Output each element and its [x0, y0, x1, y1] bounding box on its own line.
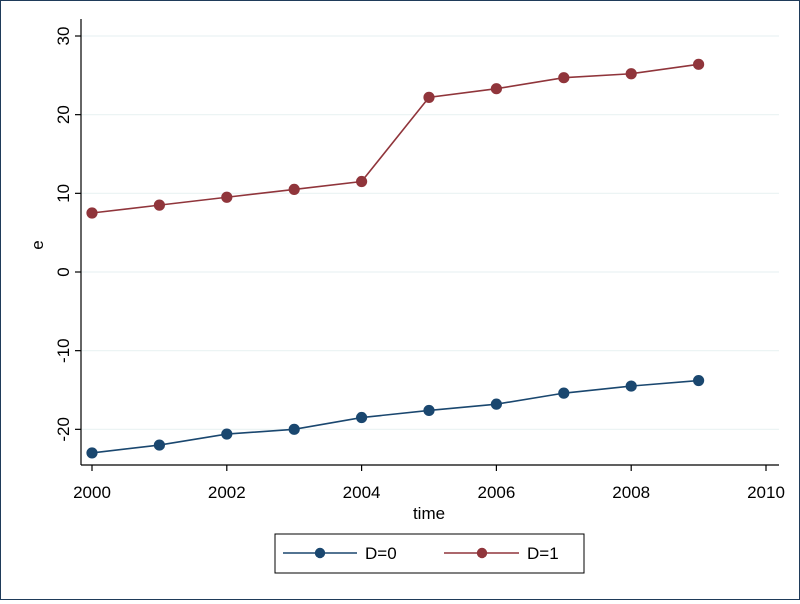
legend-label-D=0: D=0: [365, 544, 397, 563]
series-layer: [86, 58, 705, 459]
data-point-D=0: [625, 380, 637, 392]
data-point-D=1: [692, 58, 705, 70]
x-tick-label: 2008: [612, 483, 650, 502]
data-point-D=1: [355, 175, 368, 188]
axes: -20 -10 0 10 20 30 2000 2002 2004 2006 2008 2010: [54, 19, 785, 502]
x-tick-label: 2002: [208, 483, 246, 502]
data-point-D=1: [221, 191, 233, 203]
data-point-D=0: [558, 387, 570, 399]
y-tick-label: 30: [54, 27, 73, 46]
data-point-D=1: [153, 199, 165, 211]
data-point-D=1: [86, 207, 98, 219]
data-point-D=1: [625, 68, 637, 80]
data-point-D=0: [86, 447, 98, 459]
data-point-D=1: [558, 72, 570, 84]
y-tick-label: -10: [54, 338, 73, 363]
data-point-D=0: [221, 428, 233, 440]
data-point-D=0: [355, 411, 368, 424]
series-line-D=0: [91, 379, 699, 454]
y-tick-label: 10: [54, 184, 73, 203]
x-axis-label: time: [413, 504, 445, 523]
gridlines: [81, 35, 779, 430]
data-point-D=0: [692, 374, 705, 387]
x-tick-label: 2010: [747, 483, 785, 502]
y-tick-label: 0: [54, 267, 73, 276]
legend-marker-D=0: [314, 547, 326, 559]
x-tick-label: 2006: [477, 483, 515, 502]
data-point-D=0: [288, 423, 300, 435]
data-point-D=1: [423, 91, 435, 103]
legend-marker-D=1: [476, 547, 488, 559]
y-tick-label: -20: [54, 417, 73, 442]
data-point-D=1: [288, 183, 300, 195]
data-point-D=0: [153, 439, 165, 451]
data-point-D=0: [490, 398, 502, 410]
y-axis-label: e: [28, 240, 47, 249]
x-tick-label: 2004: [343, 483, 381, 502]
legend-label-D=1: D=1: [527, 544, 559, 563]
y-tick-label: 20: [54, 105, 73, 124]
legend: D=0 D=1: [274, 533, 585, 574]
data-point-D=1: [490, 83, 502, 95]
series-line-D=1: [91, 63, 699, 214]
data-point-D=0: [423, 404, 435, 417]
x-tick-label: 2000: [73, 483, 111, 502]
